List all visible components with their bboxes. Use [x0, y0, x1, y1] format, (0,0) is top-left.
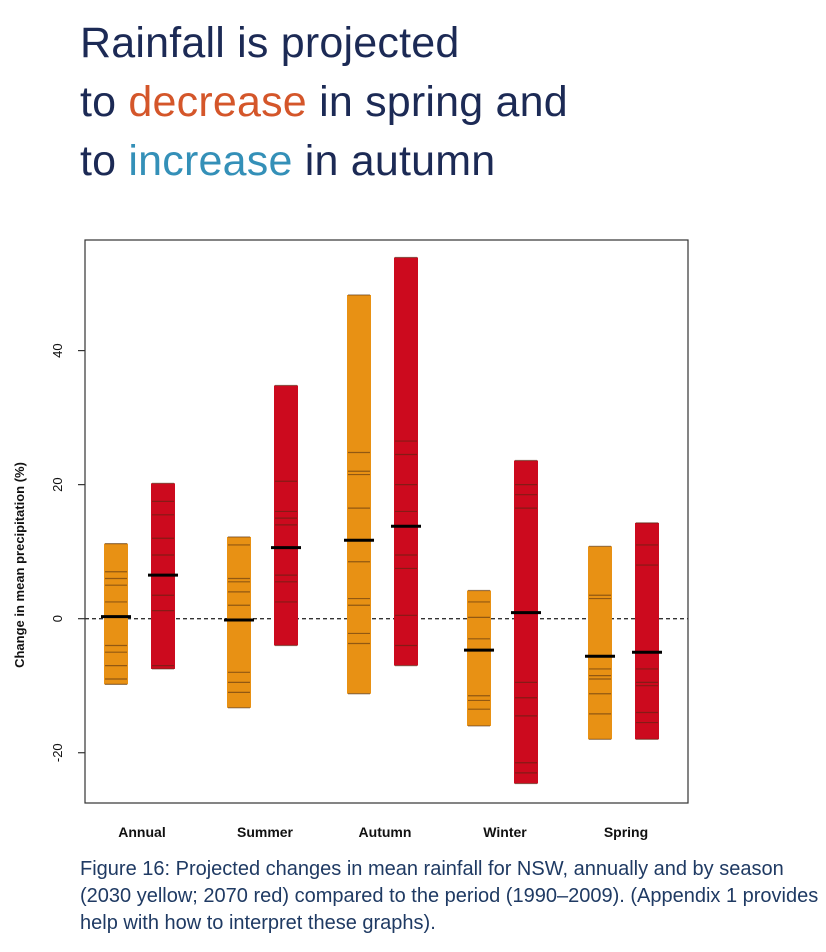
range-bar-2030-spring — [585, 545, 615, 740]
range-bar-2070-summer — [271, 384, 301, 647]
range-bar-2070-spring — [632, 522, 662, 740]
x-category-label: Annual — [118, 824, 165, 840]
headline: Rainfall is projected to decrease in spr… — [80, 14, 568, 191]
range-bar-fill — [394, 257, 418, 666]
x-category-label: Summer — [237, 824, 294, 840]
headline-line-3-prefix: to — [80, 137, 129, 185]
range-bar-2070-autumn — [391, 256, 421, 667]
range-bar-2070-annual — [148, 482, 178, 670]
range-bar-fill — [104, 543, 128, 685]
headline-increase-word: increase — [128, 137, 293, 185]
range-bar-fill — [514, 460, 538, 784]
range-bar-fill — [274, 385, 298, 646]
range-bar-fill — [347, 294, 371, 694]
headline-line-1: Rainfall is projected — [80, 19, 460, 67]
y-axis-label: Change in mean precipitation (%) — [12, 462, 27, 668]
headline-line-3-suffix: in autumn — [292, 137, 496, 185]
y-tick-label: 0 — [50, 615, 65, 622]
headline-decrease-word: decrease — [128, 78, 307, 126]
y-tick-label: 40 — [50, 343, 65, 357]
y-tick-label: -20 — [50, 743, 65, 762]
x-category-label: Winter — [483, 824, 527, 840]
range-bar-fill — [635, 522, 659, 740]
range-bar-2030-annual — [101, 543, 131, 685]
x-category-label: Autumn — [359, 824, 412, 840]
range-bar-2070-winter — [511, 459, 541, 785]
range-bar-fill — [227, 536, 251, 708]
range-bar-fill — [467, 590, 491, 726]
x-category-label: Spring — [604, 824, 648, 840]
range-bar-2030-autumn — [344, 294, 374, 695]
headline-line-2-suffix: in spring and — [306, 78, 568, 126]
range-bar-2030-summer — [224, 536, 254, 709]
y-tick-label: 20 — [50, 477, 65, 491]
range-bar-2030-winter — [464, 589, 494, 727]
plot-frame — [84, 239, 689, 804]
range-bar-fill — [588, 546, 612, 740]
headline-line-2-prefix: to — [80, 78, 129, 126]
figure-caption: Figure 16: Projected changes in mean rai… — [80, 858, 819, 934]
